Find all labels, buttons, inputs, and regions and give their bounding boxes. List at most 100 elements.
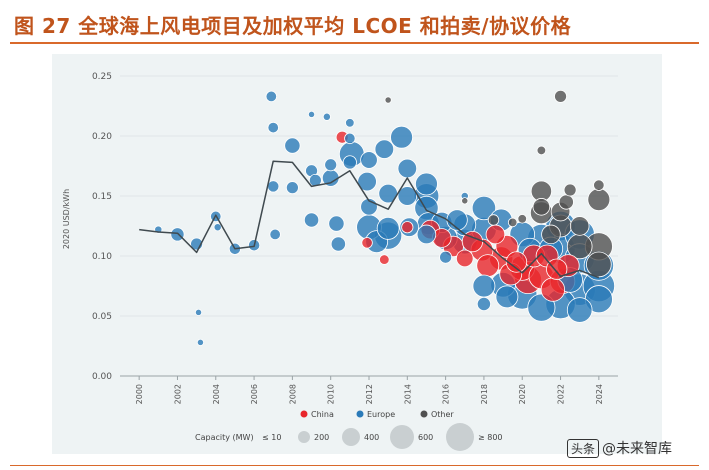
capacity-legend-label: 600 xyxy=(418,433,433,442)
europe-bubble xyxy=(566,297,593,323)
europe-bubble xyxy=(357,171,377,192)
europe-bubble xyxy=(194,308,203,316)
capacity-legend-label: 200 xyxy=(314,433,329,442)
europe-bubble xyxy=(415,172,438,196)
europe-bubble xyxy=(284,137,301,154)
europe-bubble xyxy=(267,180,280,193)
x-tick-label: 2022 xyxy=(557,384,566,404)
x-tick-label: 2006 xyxy=(250,384,259,404)
other-bubble xyxy=(517,214,527,224)
europe-bubble xyxy=(390,125,413,149)
other-bubble xyxy=(461,197,469,205)
x-tick-label: 2016 xyxy=(442,384,451,404)
europe-bubble xyxy=(416,224,437,245)
china-bubble xyxy=(476,254,500,278)
europe-bubble xyxy=(285,181,299,195)
europe-bubble xyxy=(397,158,418,179)
other-bubble xyxy=(569,216,590,236)
title-divider xyxy=(10,42,699,44)
europe-bubble xyxy=(397,186,418,206)
x-tick-label: 2002 xyxy=(173,384,182,404)
europe-bubble xyxy=(471,195,497,221)
watermark: 头条 @未来智库 xyxy=(567,438,672,458)
weighted-average-line xyxy=(139,160,600,279)
other-bubble xyxy=(593,179,605,191)
legend-label-europe: Europe xyxy=(367,410,395,419)
bottom-divider xyxy=(10,465,699,466)
legend-label-china: China xyxy=(311,410,334,419)
europe-bubble xyxy=(196,338,205,346)
china-bubble xyxy=(540,277,566,302)
europe-bubble xyxy=(344,132,356,145)
china-bubble xyxy=(505,251,528,273)
europe-bubble xyxy=(328,215,345,232)
europe-bubble xyxy=(213,223,222,232)
europe-bubble xyxy=(476,296,491,312)
bubble-layer xyxy=(154,89,616,346)
europe-bubble xyxy=(303,212,320,228)
x-tick-label: 2020 xyxy=(518,384,527,404)
china-bubble xyxy=(361,237,373,249)
europe-bubble xyxy=(446,209,468,231)
other-bubble xyxy=(487,214,500,226)
y-tick-label: 0.00 xyxy=(92,372,112,382)
europe-bubble xyxy=(472,274,496,298)
europe-bubble xyxy=(342,155,357,170)
other-bubble xyxy=(563,183,577,197)
europe-bubble xyxy=(324,158,338,172)
x-tick-label: 2008 xyxy=(288,384,297,404)
europe-bubble xyxy=(378,183,398,204)
capacity-legend-label: ≤ 10 xyxy=(262,433,281,442)
watermark-text: @未来智库 xyxy=(602,441,673,457)
y-tick-label: 0.05 xyxy=(92,312,112,322)
europe-bubble xyxy=(376,216,400,240)
x-tick-label: 2000 xyxy=(135,384,144,404)
china-bubble xyxy=(401,221,414,234)
chart-panel: 0.00 0.05 0.10 0.15 0.20 0.25 2000 2002 2004 2006… xyxy=(52,54,662,454)
y-tick-label: 0.20 xyxy=(92,132,112,142)
legend-marker-china xyxy=(300,410,308,418)
legend-marker-other xyxy=(420,410,428,418)
y-axis-label: 2020 USD/kWh xyxy=(62,189,71,249)
watermark-prefix: 头条 xyxy=(567,439,600,458)
europe-bubble xyxy=(439,250,453,264)
europe-bubble xyxy=(265,90,278,103)
x-tick-label: 2024 xyxy=(595,384,604,404)
x-tick-label: 2010 xyxy=(327,384,336,404)
capacity-legend-circle xyxy=(390,425,414,449)
other-bubble xyxy=(587,188,611,212)
europe-bubble xyxy=(322,112,331,121)
capacity-legend-circle xyxy=(298,431,310,443)
other-bubble xyxy=(384,96,392,104)
europe-bubble xyxy=(495,285,519,309)
europe-bubble xyxy=(360,151,378,169)
x-tick-label: 2012 xyxy=(365,384,374,404)
capacity-legend-circle xyxy=(446,423,474,451)
china-bubble xyxy=(546,258,568,280)
europe-bubble xyxy=(267,121,279,134)
legend-marker-europe xyxy=(356,410,364,418)
capacity-legend-label: 400 xyxy=(364,433,379,442)
x-tick-label: 2018 xyxy=(480,384,489,404)
other-bubble xyxy=(586,251,612,278)
other-bubble xyxy=(554,89,567,103)
legend-label-other: Other xyxy=(431,410,454,419)
legend: China Europe Other Capacity (MW) ≤ 10 200 400 6… xyxy=(195,410,503,451)
x-tick-label: 2014 xyxy=(403,384,412,404)
europe-bubble xyxy=(170,227,185,242)
line-layer xyxy=(139,160,600,279)
other-bubble xyxy=(541,224,561,245)
other-bubble xyxy=(507,217,518,228)
china-bubble xyxy=(456,249,474,268)
capacity-legend-title: Capacity (MW) xyxy=(195,433,254,442)
figure-title: 图 27 全球海上风电项目及加权平均 LCOE 和拍卖/协议价格 xyxy=(14,14,572,38)
china-bubble xyxy=(379,254,390,265)
capacity-legend-circle xyxy=(342,428,360,446)
axis-layer: 0.00 0.05 0.10 0.15 0.20 0.25 2000 2002 2004 2006… xyxy=(92,72,618,404)
europe-bubble xyxy=(374,139,395,159)
y-tick-label: 0.25 xyxy=(92,72,112,82)
y-tick-label: 0.10 xyxy=(92,252,112,262)
europe-bubble xyxy=(345,118,355,128)
other-bubble xyxy=(532,198,551,216)
